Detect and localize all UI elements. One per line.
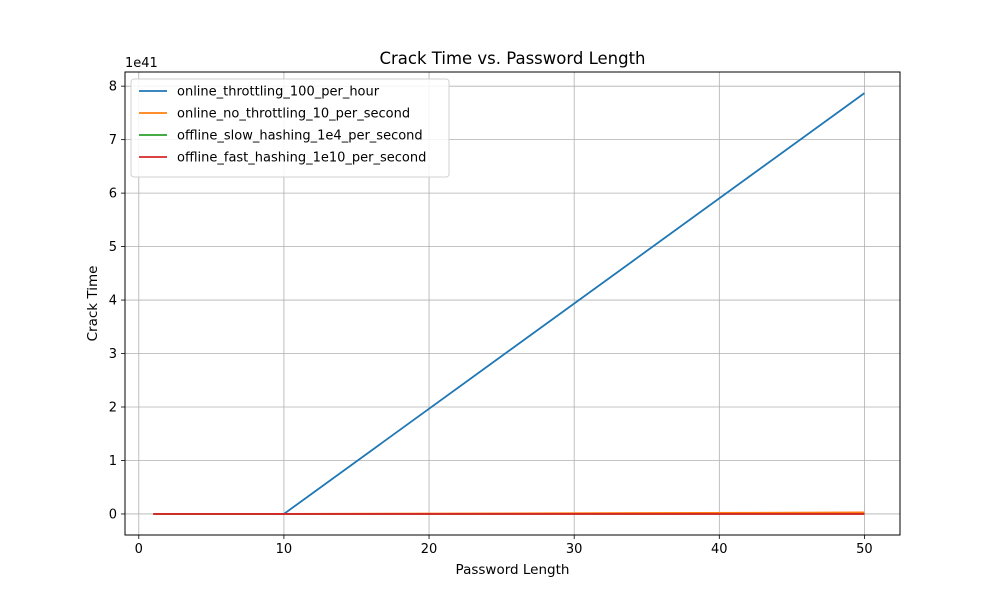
legend-entry-label: online_throttling_100_per_hour [177, 85, 380, 100]
y-tick-label: 2 [109, 401, 117, 416]
x-tick-label: 20 [421, 542, 438, 557]
y-tick-label: 6 [109, 187, 117, 202]
x-tick-label: 10 [276, 542, 293, 557]
y-tick-label: 7 [109, 133, 117, 148]
y-axis-offset-label: 1e41 [125, 56, 158, 71]
legend-entry-label: offline_slow_hashing_1e4_per_second [177, 129, 423, 144]
chart-title: Crack Time vs. Password Length [380, 49, 646, 68]
legend: online_throttling_100_per_hour online_no_… [130, 78, 450, 178]
y-tick-label: 4 [109, 294, 117, 309]
y-tick-label: 5 [109, 240, 117, 255]
y-tick-label: 0 [109, 507, 117, 522]
x-tick-label: 0 [135, 542, 143, 557]
x-tick-label: 30 [566, 542, 583, 557]
series-lines [153, 92, 865, 515]
legend-box [130, 78, 450, 178]
x-tick-label: 40 [711, 542, 728, 557]
plot-frame [124, 71, 901, 536]
y-tick-label: 8 [109, 80, 117, 95]
legend-entry-label: online_no_throttling_10_per_second [177, 107, 410, 122]
x-tick-label: 50 [856, 542, 873, 557]
x-axis-label: Password Length [456, 562, 570, 578]
y-axis-label: Crack Time [85, 266, 101, 342]
legend-entry-label: offline_fast_hashing_1e10_per_second [177, 151, 426, 166]
y-tick-label: 1 [109, 454, 117, 469]
y-tick-label: 3 [109, 347, 117, 362]
axis-ticks: 0 10 20 30 40 50 0 1 2 3 4 5 6 7 8 [109, 80, 873, 557]
